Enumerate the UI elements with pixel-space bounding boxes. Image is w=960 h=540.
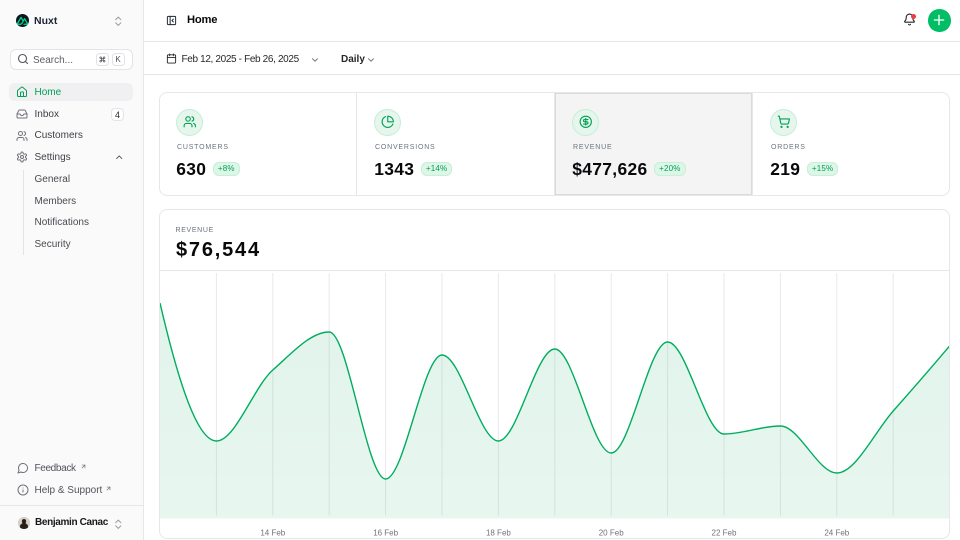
svg-text:24 Feb: 24 Feb <box>824 529 849 538</box>
svg-text:14 Feb: 14 Feb <box>260 529 285 538</box>
svg-text:16 Feb: 16 Feb <box>373 529 398 538</box>
svg-text:20 Feb: 20 Feb <box>599 529 624 538</box>
svg-text:18 Feb: 18 Feb <box>486 529 511 538</box>
svg-text:22 Feb: 22 Feb <box>712 529 737 538</box>
